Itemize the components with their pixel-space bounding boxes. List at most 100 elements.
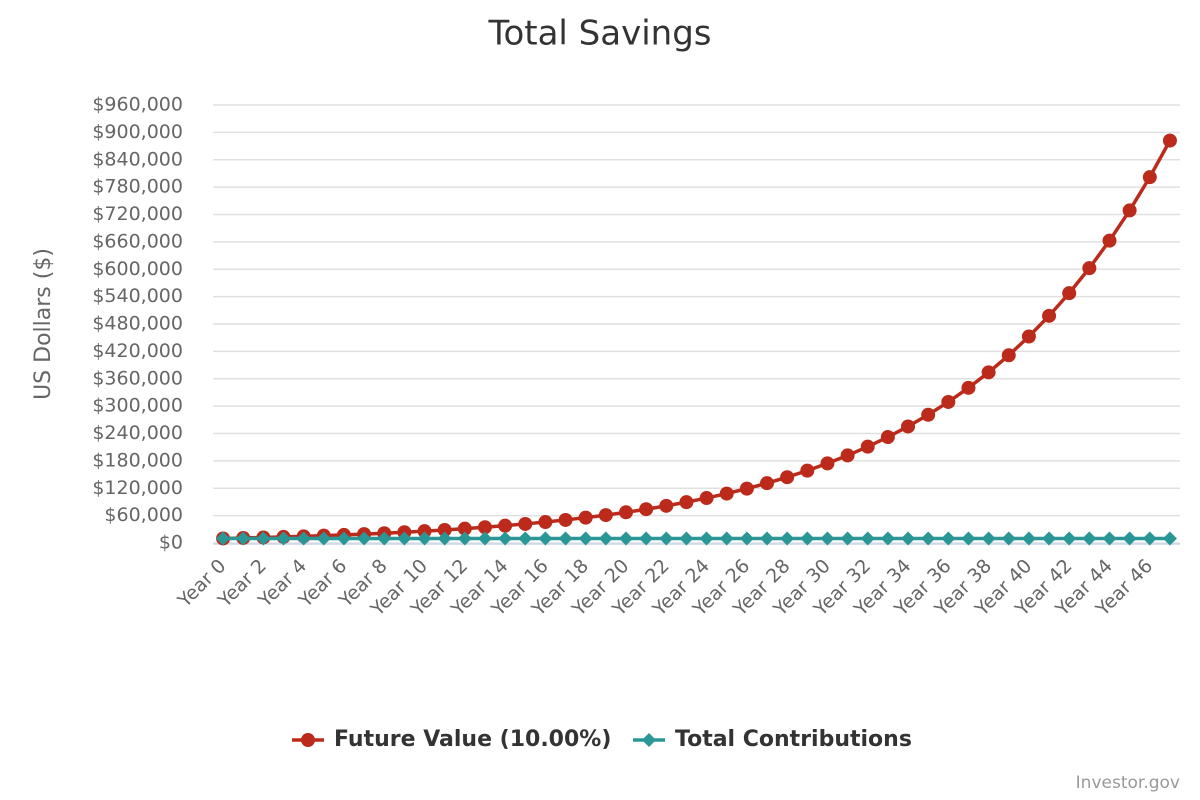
data-point [357,531,372,546]
data-point [659,531,674,546]
data-point [1102,233,1117,248]
data-point [1142,170,1157,185]
data-point [457,531,472,546]
data-point [538,531,553,546]
data-point [477,520,492,535]
data-point [981,365,996,380]
y-tick-label: $180,000 [92,449,183,471]
data-point [598,531,613,546]
data-point [921,531,936,546]
data-point [1001,348,1016,363]
data-point [901,419,916,434]
data-point [840,448,855,463]
y-tick-label: $0 [159,532,183,554]
data-point [981,531,996,546]
data-point [941,394,956,409]
data-point [760,531,775,546]
data-point [880,430,895,445]
data-point [1062,531,1077,546]
data-point [1021,329,1036,344]
data-point [1122,203,1137,218]
data-point [639,502,654,517]
data-point [1122,531,1137,546]
data-point [477,531,492,546]
data-point [558,531,573,546]
legend-item[interactable]: Total Contributions [633,727,912,752]
data-point [518,516,533,531]
data-point [780,470,795,485]
y-axis-title: US Dollars ($) [31,248,56,400]
data-point [498,531,513,546]
data-point [1082,261,1097,276]
data-point [1001,531,1016,546]
data-point [1162,133,1177,148]
data-point [719,531,734,546]
data-point [1042,531,1057,546]
data-point [417,524,432,539]
data-point [941,531,956,546]
data-point [739,531,754,546]
data-point [1042,308,1057,323]
data-point [1062,286,1077,301]
data-point [216,531,231,546]
data-point [578,531,593,546]
data-point [236,531,251,546]
data-point [1082,531,1097,546]
data-point [679,531,694,546]
data-point [1142,531,1157,546]
data-point [639,531,654,546]
data-point [296,531,311,546]
data-point [598,508,613,523]
data-point [901,531,916,546]
y-tick-label: $300,000 [92,395,183,417]
y-tick-label: $420,000 [92,340,183,362]
y-tick-label: $720,000 [92,203,183,225]
y-tick-label: $360,000 [92,367,183,389]
data-point [880,531,895,546]
y-tick-label: $900,000 [92,121,183,143]
data-point [800,463,815,478]
data-point [719,486,734,501]
legend-label: Future Value (10.00%) [334,727,611,752]
legend-label: Total Contributions [675,727,912,752]
credit: Investor.gov [1076,773,1180,793]
data-point [780,531,795,546]
y-tick-label: $600,000 [92,258,183,280]
legend-item[interactable]: Future Value (10.00%) [292,727,611,752]
data-point [1021,531,1036,546]
data-point [256,531,271,546]
data-point [699,491,714,506]
data-point [820,456,835,471]
y-tick-label: $660,000 [92,230,183,252]
data-point [618,531,633,546]
chart-title: Total Savings [487,14,711,54]
data-point [417,531,432,546]
data-point [961,380,976,395]
y-tick-label: $240,000 [92,422,183,444]
legend-marker [301,733,315,747]
data-point [800,531,815,546]
data-point [377,531,392,546]
legend-marker [642,733,656,747]
y-tick-label: $60,000 [104,504,183,526]
data-point [457,521,472,536]
data-point [538,515,553,530]
data-point [336,531,351,546]
data-point [739,481,754,496]
data-point [518,531,533,546]
data-point [659,498,674,513]
data-point [618,505,633,520]
data-point [578,510,593,525]
data-point [558,512,573,527]
data-point [820,531,835,546]
y-tick-label: $480,000 [92,313,183,335]
data-point [397,531,412,546]
data-point [699,531,714,546]
data-point [1102,531,1117,546]
data-point [860,531,875,546]
y-tick-label: $540,000 [92,285,183,307]
data-point [679,495,694,510]
data-point [437,531,452,546]
data-point [760,476,775,491]
